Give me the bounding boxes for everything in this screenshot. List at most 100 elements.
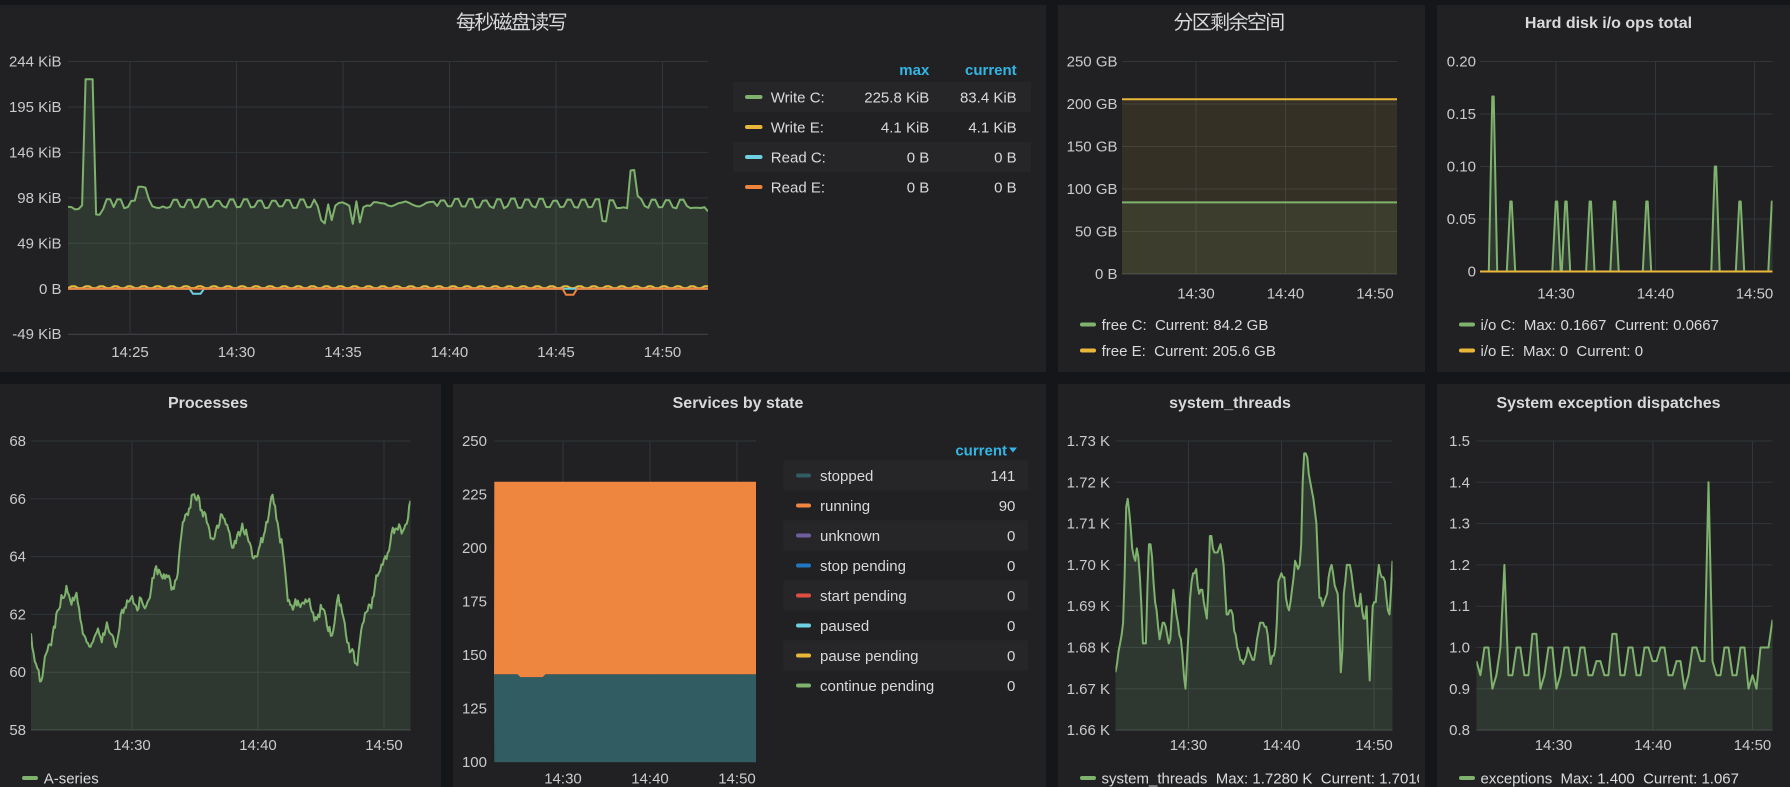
svg-text:14:50: 14:50 <box>1736 286 1774 303</box>
svg-text:unknown: unknown <box>820 528 880 545</box>
svg-text:Hard disk i/o ops total: Hard disk i/o ops total <box>1525 15 1692 32</box>
svg-text:125: 125 <box>462 701 487 718</box>
svg-text:0 B: 0 B <box>39 281 62 298</box>
svg-text:0.20: 0.20 <box>1447 54 1476 71</box>
svg-text:0.9: 0.9 <box>1449 681 1470 698</box>
svg-text:150 GB: 150 GB <box>1067 139 1118 156</box>
svg-text:current: current <box>955 443 1007 460</box>
svg-text:running: running <box>820 498 870 515</box>
svg-text:system_threads Max: 1.7280 K: system_threads Max: 1.7280 K Current: 1.… <box>1102 771 1440 787</box>
svg-text:49 KiB: 49 KiB <box>17 235 61 252</box>
svg-text:14:50: 14:50 <box>644 344 682 361</box>
svg-text:stopped: stopped <box>820 468 873 485</box>
svg-text:14:30: 14:30 <box>1535 737 1573 754</box>
svg-text:0 B: 0 B <box>994 180 1017 197</box>
svg-text:1.1: 1.1 <box>1449 598 1470 615</box>
svg-text:paused: paused <box>820 618 869 635</box>
svg-text:14:50: 14:50 <box>1734 737 1772 754</box>
svg-text:Services by state: Services by state <box>673 395 804 412</box>
svg-text:14:40: 14:40 <box>1634 737 1672 754</box>
svg-text:60: 60 <box>9 664 26 681</box>
svg-text:14:30: 14:30 <box>113 737 151 754</box>
svg-text:14:30: 14:30 <box>1537 286 1575 303</box>
svg-text:1.3: 1.3 <box>1449 516 1470 533</box>
svg-text:225: 225 <box>462 487 487 504</box>
svg-text:0: 0 <box>1007 558 1015 575</box>
svg-text:83.4 KiB: 83.4 KiB <box>960 90 1017 107</box>
svg-text:exceptions Max: 1.400 Curren: exceptions Max: 1.400 Current: 1.067 <box>1481 771 1739 787</box>
svg-text:50 GB: 50 GB <box>1075 224 1118 241</box>
svg-text:0 B: 0 B <box>907 150 930 167</box>
svg-text:i/o E: Max: 0 Current: 0: i/o E: Max: 0 Current: 0 <box>1481 343 1644 360</box>
svg-text:Write C:: Write C: <box>771 90 825 107</box>
svg-text:250 GB: 250 GB <box>1067 54 1118 71</box>
svg-text:stop pending: stop pending <box>820 558 906 575</box>
svg-text:14:50: 14:50 <box>365 737 403 754</box>
svg-text:1.0: 1.0 <box>1449 640 1470 657</box>
svg-text:100: 100 <box>462 754 487 771</box>
svg-text:0: 0 <box>1007 648 1015 665</box>
svg-text:14:40: 14:40 <box>239 737 277 754</box>
svg-text:195 KiB: 195 KiB <box>9 99 62 116</box>
svg-text:current: current <box>965 62 1017 79</box>
svg-text:146 KiB: 146 KiB <box>9 144 62 161</box>
svg-text:14:50: 14:50 <box>1355 737 1393 754</box>
svg-text:250: 250 <box>462 433 487 450</box>
svg-text:62: 62 <box>9 606 26 623</box>
svg-text:free C: Current: 84.2 GB: free C: Current: 84.2 GB <box>1102 317 1269 334</box>
svg-text:Processes: Processes <box>168 395 248 412</box>
svg-text:100 GB: 100 GB <box>1067 181 1118 198</box>
svg-text:14:30: 14:30 <box>1177 286 1215 303</box>
svg-text:1.4: 1.4 <box>1449 474 1470 491</box>
svg-text:244 KiB: 244 KiB <box>9 54 62 71</box>
svg-text:175: 175 <box>462 594 487 611</box>
svg-text:14:30: 14:30 <box>544 771 582 787</box>
svg-text:14:45: 14:45 <box>537 344 575 361</box>
svg-text:66: 66 <box>9 491 26 508</box>
svg-text:1.71 K: 1.71 K <box>1067 516 1110 533</box>
svg-text:1.67 K: 1.67 K <box>1067 681 1110 698</box>
svg-text:0: 0 <box>1007 588 1015 605</box>
svg-text:4.1 KiB: 4.1 KiB <box>968 120 1016 137</box>
svg-text:i/o C: Max: 0.1667 Current:: i/o C: Max: 0.1667 Current: 0.0667 <box>1481 317 1719 334</box>
svg-text:0: 0 <box>1007 618 1015 635</box>
svg-text:68: 68 <box>9 433 26 450</box>
svg-text:14:50: 14:50 <box>718 771 756 787</box>
svg-text:14:30: 14:30 <box>1170 737 1208 754</box>
svg-text:14:40: 14:40 <box>631 771 669 787</box>
svg-text:14:35: 14:35 <box>324 344 362 361</box>
svg-text:0.05: 0.05 <box>1447 211 1476 228</box>
svg-text:system_threads: system_threads <box>1169 395 1291 412</box>
svg-text:14:25: 14:25 <box>111 344 149 361</box>
svg-text:continue pending: continue pending <box>820 678 934 695</box>
svg-text:98 KiB: 98 KiB <box>17 190 61 207</box>
svg-text:Read C:: Read C: <box>771 150 826 167</box>
svg-text:0.15: 0.15 <box>1447 106 1476 123</box>
svg-text:141: 141 <box>990 468 1015 485</box>
svg-text:4.1 KiB: 4.1 KiB <box>881 120 929 137</box>
svg-text:1.66 K: 1.66 K <box>1067 722 1110 739</box>
svg-text:200 GB: 200 GB <box>1067 96 1118 113</box>
svg-text:0: 0 <box>1468 264 1476 281</box>
svg-text:0: 0 <box>1007 678 1015 695</box>
svg-text:225.8 KiB: 225.8 KiB <box>864 90 929 107</box>
svg-text:max: max <box>899 62 930 79</box>
svg-text:58: 58 <box>9 722 26 739</box>
svg-text:14:40: 14:40 <box>431 344 469 361</box>
svg-text:14:30: 14:30 <box>218 344 256 361</box>
svg-text:0: 0 <box>1007 528 1015 545</box>
svg-text:0.8: 0.8 <box>1449 722 1470 739</box>
svg-text:pause pending: pause pending <box>820 648 918 665</box>
svg-text:64: 64 <box>9 549 26 566</box>
svg-text:14:50: 14:50 <box>1356 286 1394 303</box>
svg-text:1.5: 1.5 <box>1449 433 1470 450</box>
svg-text:1.73 K: 1.73 K <box>1067 433 1110 450</box>
svg-text:150: 150 <box>462 647 487 664</box>
svg-text:Read E:: Read E: <box>771 180 825 197</box>
svg-text:1.72 K: 1.72 K <box>1067 474 1110 491</box>
svg-text:1.2: 1.2 <box>1449 557 1470 574</box>
svg-text:14:40: 14:40 <box>1263 737 1301 754</box>
svg-text:1.70 K: 1.70 K <box>1067 557 1110 574</box>
svg-text:1.69 K: 1.69 K <box>1067 598 1110 615</box>
svg-text:0 B: 0 B <box>907 180 930 197</box>
